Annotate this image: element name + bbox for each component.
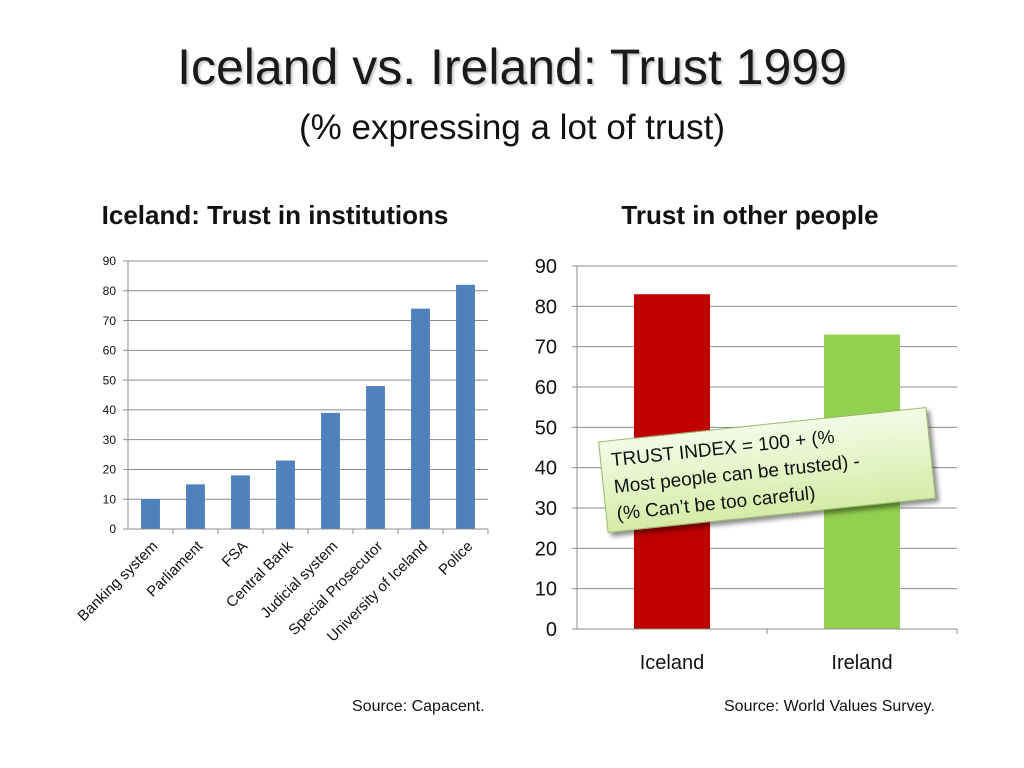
y-tick-label: 40 xyxy=(535,458,557,480)
y-tick-label: 10 xyxy=(103,492,117,506)
bar xyxy=(456,284,475,529)
source-right: Source: World Values Survey. xyxy=(724,698,935,715)
slide-title: Iceland vs. Ireland: Trust 1999 xyxy=(177,39,847,95)
y-tick-label: 70 xyxy=(103,314,117,328)
y-tick-label: 90 xyxy=(103,254,117,268)
y-tick-label: 20 xyxy=(535,538,557,560)
y-tick-label: 30 xyxy=(103,433,117,447)
source-left: Source: Capacent. xyxy=(352,698,485,715)
people-chart-title: Trust in other people xyxy=(621,200,879,230)
y-tick-label: 0 xyxy=(546,619,557,641)
x-tick-label: Iceland xyxy=(640,652,705,674)
y-tick-label: 50 xyxy=(535,417,557,439)
bar xyxy=(141,499,160,529)
bar xyxy=(276,460,295,529)
bar xyxy=(186,484,205,529)
bar xyxy=(321,412,340,529)
slide-subtitle: (% expressing a lot of trust) xyxy=(299,108,725,147)
bar xyxy=(366,386,385,529)
institutions-chart-title: Iceland: Trust in institutions xyxy=(101,200,449,230)
x-tick-label: Ireland xyxy=(831,652,892,674)
bar xyxy=(411,308,430,529)
y-tick-label: 70 xyxy=(535,337,557,359)
y-tick-label: 60 xyxy=(535,377,557,399)
y-tick-label: 20 xyxy=(103,463,117,477)
y-tick-label: 80 xyxy=(103,284,117,298)
y-tick-label: 30 xyxy=(535,498,557,520)
y-tick-label: 80 xyxy=(535,296,557,318)
y-tick-label: 0 xyxy=(109,522,116,536)
bar xyxy=(231,475,250,529)
y-tick-label: 40 xyxy=(103,403,117,417)
y-tick-label: 60 xyxy=(103,344,117,358)
y-tick-label: 90 xyxy=(535,256,557,278)
y-tick-label: 50 xyxy=(103,373,117,387)
y-tick-label: 10 xyxy=(535,579,557,601)
